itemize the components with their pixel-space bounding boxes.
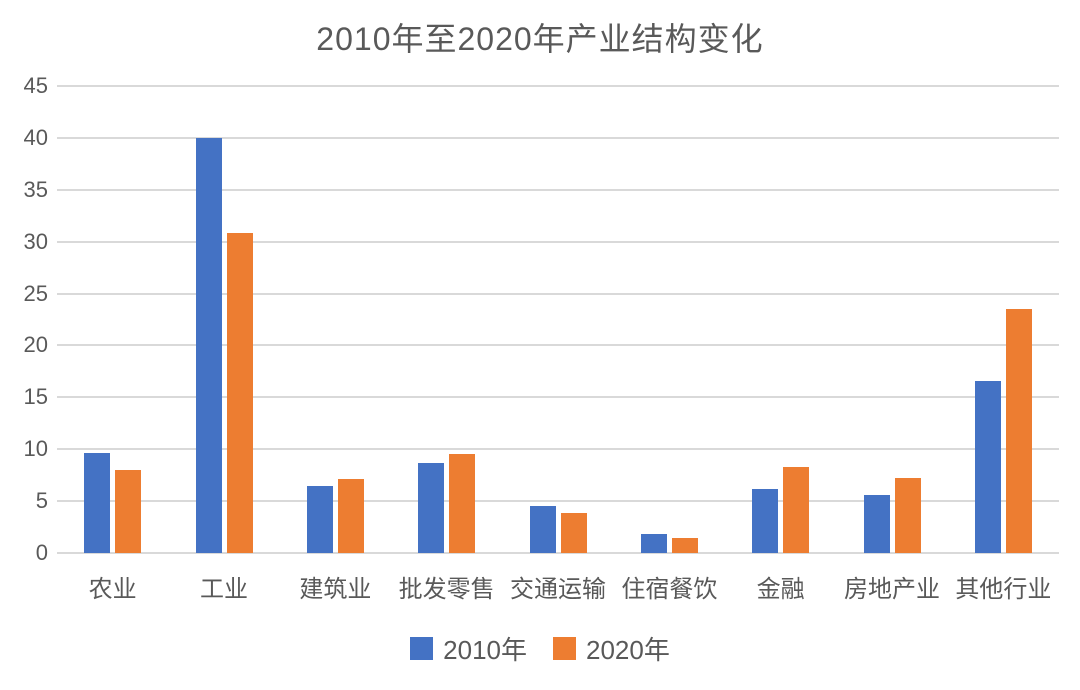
bar-2020年-批发零售 bbox=[449, 454, 476, 553]
x-axis-category-label: 交通运输 bbox=[510, 576, 606, 603]
y-axis-tick-label: 45 bbox=[23, 73, 48, 98]
bar-2020年-农业 bbox=[115, 469, 142, 553]
legend-label-2010: 2010年 bbox=[443, 634, 527, 665]
y-axis-tick-label: 25 bbox=[23, 280, 48, 306]
gridline bbox=[57, 396, 1059, 399]
bar-2020年-其他行业 bbox=[1005, 309, 1032, 553]
bar-2020年-房地产业 bbox=[894, 478, 921, 553]
y-axis-tick-label: 0 bbox=[35, 540, 48, 565]
y-axis-tick-label: 20 bbox=[23, 332, 48, 358]
legend-item-2020: 2020年 bbox=[553, 630, 670, 667]
bar-2010年-批发零售 bbox=[418, 462, 445, 553]
gridline bbox=[57, 500, 1059, 503]
bar-2010年-金融 bbox=[752, 488, 779, 553]
x-axis-category-label: 房地产业 bbox=[844, 576, 940, 603]
legend: 2010年 2020年 bbox=[0, 630, 1080, 666]
legend-swatch-2020 bbox=[553, 636, 576, 660]
gridline bbox=[57, 85, 1059, 87]
gridline bbox=[57, 136, 1059, 139]
legend-label-2020: 2020年 bbox=[586, 634, 670, 665]
x-axis-category-label: 批发零售 bbox=[398, 576, 495, 603]
bar-2010年-住宿餐饮 bbox=[640, 534, 667, 553]
legend-swatch-2010 bbox=[410, 636, 434, 660]
bar-2020年-金融 bbox=[783, 466, 810, 553]
x-axis-category-label: 其他行业 bbox=[955, 576, 1052, 603]
y-axis-tick-label: 5 bbox=[35, 488, 48, 514]
bar-2020年-住宿餐饮 bbox=[671, 538, 698, 553]
bar-2010年-其他行业 bbox=[974, 380, 1001, 553]
gridline bbox=[57, 552, 1059, 554]
bar-2020年-建筑业 bbox=[337, 479, 364, 553]
legend-item-2010: 2010年 bbox=[410, 630, 527, 667]
gridline bbox=[57, 292, 1059, 295]
bar-2010年-建筑业 bbox=[306, 485, 333, 553]
bar-2010年-房地产业 bbox=[863, 494, 890, 553]
bar-2010年-工业 bbox=[195, 137, 222, 553]
y-axis-tick-label: 10 bbox=[23, 436, 48, 462]
bar-2020年-工业 bbox=[226, 233, 253, 553]
gridline bbox=[57, 240, 1059, 243]
x-axis-category-label: 住宿餐饮 bbox=[621, 576, 718, 603]
bar-2010年-农业 bbox=[84, 453, 111, 553]
bar-2010年-交通运输 bbox=[529, 506, 556, 553]
x-axis-category-label: 金融 bbox=[756, 576, 805, 603]
x-axis-category-label: 工业 bbox=[200, 576, 248, 603]
y-axis-tick-label: 30 bbox=[23, 228, 48, 254]
x-axis-category-label: 农业 bbox=[88, 576, 137, 603]
plot-area bbox=[57, 85, 1059, 554]
gridline bbox=[57, 188, 1059, 191]
y-axis-tick-label: 35 bbox=[23, 176, 48, 202]
chart-title: 2010年至2020年产业结构变化 bbox=[316, 21, 764, 57]
y-axis-tick-label: 15 bbox=[23, 384, 48, 410]
gridline bbox=[57, 448, 1059, 451]
y-axis-tick-label: 40 bbox=[23, 124, 48, 150]
bar-2020年-交通运输 bbox=[560, 512, 587, 553]
x-axis-category-label: 建筑业 bbox=[299, 576, 372, 603]
gridline bbox=[57, 344, 1059, 347]
